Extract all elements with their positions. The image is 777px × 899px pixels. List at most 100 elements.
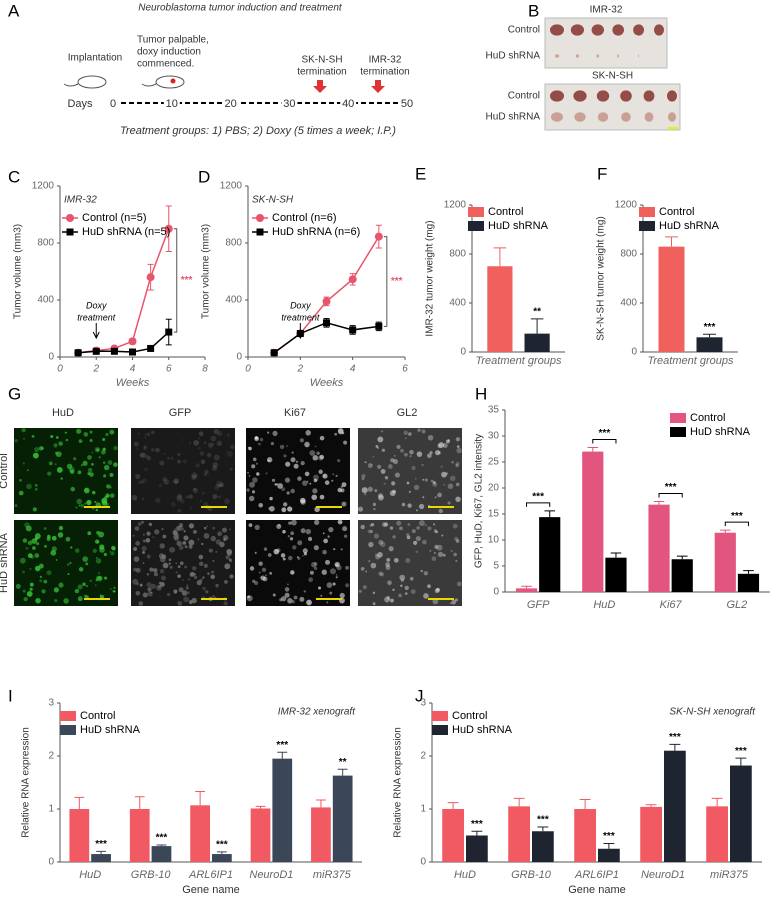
y-axis-label: Tumor volume (mm3) <box>201 224 212 319</box>
micrograph-speckle <box>389 526 394 530</box>
error-bar <box>134 796 145 809</box>
micrograph-speckle <box>192 487 199 494</box>
micrograph-speckle <box>74 548 80 553</box>
x-axis-label: Treatment groups <box>475 355 562 367</box>
micrograph-speckle <box>225 555 230 560</box>
scale-bar <box>84 598 110 600</box>
error-bar <box>530 318 544 334</box>
significance-bracket <box>724 521 749 527</box>
micrograph-speckle <box>313 545 319 551</box>
significance-bracket <box>173 228 178 333</box>
micrograph-speckle <box>105 432 109 437</box>
micrograph-speckle <box>309 450 316 456</box>
micrograph-speckle <box>318 469 323 474</box>
micrograph-speckle <box>198 431 204 437</box>
legend-swatch <box>639 221 655 231</box>
micrograph-speckle <box>394 472 400 478</box>
micrograph-speckle <box>331 479 334 482</box>
micrograph-speckle <box>199 561 204 566</box>
micrograph-speckle <box>398 593 403 598</box>
micrograph-speckle <box>172 480 175 483</box>
micrograph-speckle <box>142 478 147 484</box>
tumor-photo <box>668 112 676 122</box>
micrograph-speckle <box>169 565 173 569</box>
timeline-tick-label: 20 <box>224 98 236 110</box>
micrograph-speckle <box>336 565 342 571</box>
x-tick-label: 4 <box>130 364 136 375</box>
micrograph-speckle <box>34 553 40 558</box>
event-label: SK-N-SH <box>301 55 342 66</box>
micrograph-speckle <box>188 539 195 546</box>
micrograph-speckle <box>177 565 181 569</box>
micrograph-speckle <box>416 451 423 457</box>
x-axis-label: Weeks <box>116 377 150 389</box>
micrograph-speckle <box>387 597 391 601</box>
marker <box>128 337 137 346</box>
micrograph-speckle <box>34 487 38 491</box>
significance-bracket <box>658 493 683 498</box>
micrograph-speckle <box>135 590 141 596</box>
tumor-photo <box>643 90 655 102</box>
micrograph-speckle <box>170 501 176 508</box>
micrograph-speckle <box>65 536 71 542</box>
micrograph-speckle <box>188 544 193 549</box>
micrograph-speckle <box>159 460 165 466</box>
micrograph-speckle <box>335 576 338 579</box>
micrograph-speckle <box>335 574 338 576</box>
micrograph-speckle <box>22 462 25 465</box>
tumor-photo <box>612 24 624 36</box>
micrograph-speckle <box>455 437 461 442</box>
significance: ** <box>533 307 541 318</box>
micrograph-speckle <box>170 456 174 461</box>
micrograph-speckle <box>311 561 317 568</box>
micrograph-speckle <box>25 546 29 550</box>
micrograph-speckle <box>24 522 30 528</box>
micrograph-speckle <box>453 552 457 557</box>
micrograph-speckle <box>361 487 368 494</box>
micrograph-speckle <box>103 474 107 478</box>
micrograph-speckle <box>113 590 116 593</box>
micrograph-speckle <box>432 481 436 485</box>
y-tick-label: 1200 <box>444 200 467 211</box>
marker <box>165 328 173 336</box>
micrograph-speckle <box>246 595 253 602</box>
bar <box>598 848 620 862</box>
micrograph-speckle <box>177 493 183 499</box>
micrograph-speckle <box>269 505 275 512</box>
micrograph-speckle <box>95 578 99 582</box>
micrograph-speckle <box>58 525 64 531</box>
legend-swatch <box>432 711 448 721</box>
micrograph-speckle <box>396 444 401 449</box>
marker <box>375 322 383 330</box>
micrograph-speckle <box>332 473 335 475</box>
micrograph-speckle <box>345 565 350 570</box>
micrograph-speckle <box>223 537 227 541</box>
micrograph-speckle <box>110 551 115 556</box>
micrograph-speckle <box>70 546 73 549</box>
micrograph-speckle <box>416 526 420 530</box>
micrograph-speckle <box>379 572 385 577</box>
micrograph-speckle <box>133 556 140 562</box>
micrograph-speckle <box>319 454 325 460</box>
micrograph-speckle <box>85 562 89 566</box>
timeline-tick-label: 10 <box>166 98 178 110</box>
micrograph-speckle <box>146 573 150 576</box>
micrograph-speckle <box>437 551 444 558</box>
tumor-photo <box>570 24 585 36</box>
micrograph-speckle <box>177 574 181 578</box>
micrograph-speckle <box>255 462 258 465</box>
tumor-photo <box>654 24 664 36</box>
micrograph-speckle <box>445 472 448 475</box>
micrograph-speckle <box>182 579 184 581</box>
micrograph-speckle <box>289 537 294 541</box>
micrograph-speckle <box>267 431 270 434</box>
micrograph-speckle <box>176 525 182 531</box>
micrograph-speckle <box>27 553 33 558</box>
bar <box>311 807 331 862</box>
micrograph-speckle <box>313 478 318 483</box>
micrograph-speckle <box>455 539 460 543</box>
bar <box>524 333 550 352</box>
micrograph-speckle <box>137 522 142 526</box>
tumor-photo <box>638 54 639 58</box>
